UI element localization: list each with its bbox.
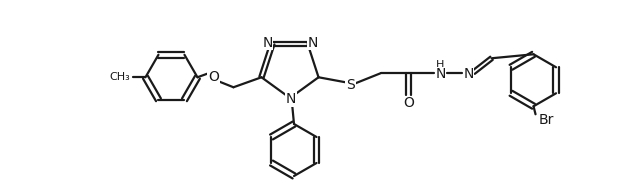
Text: Br: Br xyxy=(538,113,554,127)
Text: CH₃: CH₃ xyxy=(109,72,131,82)
Text: H: H xyxy=(436,60,445,70)
Text: O: O xyxy=(403,96,414,110)
Text: N: N xyxy=(435,67,445,81)
Text: S: S xyxy=(346,78,355,92)
Text: N: N xyxy=(262,36,273,50)
Text: N: N xyxy=(286,92,296,106)
Text: N: N xyxy=(463,67,474,81)
Text: O: O xyxy=(208,70,219,84)
Text: N: N xyxy=(307,36,318,50)
